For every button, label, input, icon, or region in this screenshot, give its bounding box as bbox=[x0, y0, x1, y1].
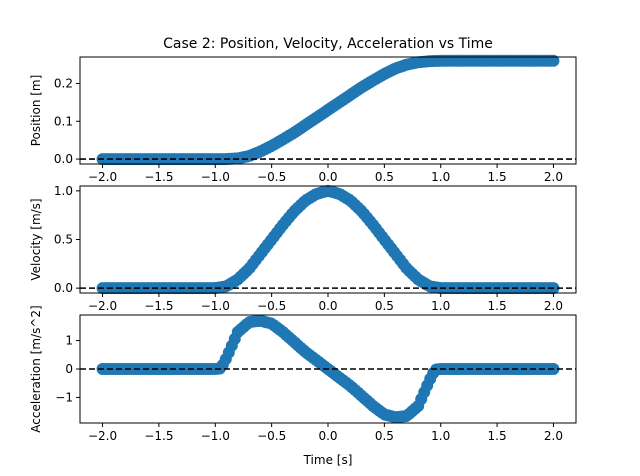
position-y-ticks: 0.0 0.1 0.2 bbox=[54, 76, 80, 166]
acceleration-y-tick-label: 0 bbox=[65, 362, 73, 376]
position-y-axis-label: Position [m] bbox=[29, 75, 43, 147]
acceleration-marks bbox=[96, 314, 560, 424]
velocity-x-tick-label: 1.5 bbox=[488, 299, 507, 313]
acceleration-x-tick-label: 1.0 bbox=[431, 429, 450, 443]
position-x-tick-label: 1.0 bbox=[431, 170, 450, 184]
velocity-x-tick-label: −1.5 bbox=[144, 299, 173, 313]
velocity-x-tick-label: 0.5 bbox=[375, 299, 394, 313]
velocity-x-ticks: −2.0 −1.5 −1.0 −0.5 0.0 0.5 1.0 1.5 2.0 bbox=[88, 293, 563, 313]
velocity-x-tick-label: −2.0 bbox=[88, 299, 117, 313]
position-x-tick-label: −1.0 bbox=[201, 170, 230, 184]
position-x-tick-label: 0.5 bbox=[375, 170, 394, 184]
position-x-tick-label: 0.0 bbox=[318, 170, 337, 184]
position-y-tick-label: 0.1 bbox=[54, 114, 73, 128]
acceleration-x-tick-label: 0.0 bbox=[318, 429, 337, 443]
velocity-y-ticks: 0.0 0.5 1.0 bbox=[54, 184, 80, 295]
acceleration-x-tick-label: −1.5 bbox=[144, 429, 173, 443]
acceleration-x-axis-label: Time [s] bbox=[303, 453, 353, 467]
velocity-x-tick-label: −0.5 bbox=[257, 299, 286, 313]
velocity-y-tick-label: 0.5 bbox=[54, 233, 73, 247]
position-x-tick-label: 2.0 bbox=[544, 170, 563, 184]
acceleration-y-ticks: −1 0 1 bbox=[55, 334, 80, 404]
acceleration-x-tick-label: 2.0 bbox=[544, 429, 563, 443]
acceleration-x-tick-label: −1.0 bbox=[201, 429, 230, 443]
acceleration-y-axis-label: Acceleration [m/s^2] bbox=[29, 305, 43, 432]
position-marks bbox=[96, 54, 560, 166]
velocity-y-axis-label: Velocity [m/s] bbox=[29, 198, 43, 280]
velocity-x-tick-label: 1.0 bbox=[431, 299, 450, 313]
acceleration-x-tick-label: 0.5 bbox=[375, 429, 394, 443]
subplot-position: −2.0 −1.5 −1.0 −0.5 0.0 0.5 1.0 1.5 2.0 0.00.10.… bbox=[29, 54, 577, 184]
subplot-acceleration: −2.0 −1.5 −1.0 −0.5 0.0 0.5 1.0 1.5 2.0 −1 0 1 Acc… bbox=[29, 305, 577, 467]
position-x-tick-label: 1.5 bbox=[488, 170, 507, 184]
acceleration-x-tick-label: 1.5 bbox=[488, 429, 507, 443]
acceleration-x-tick-label: −0.5 bbox=[257, 429, 286, 443]
velocity-x-tick-label: 2.0 bbox=[544, 299, 563, 313]
velocity-y-tick-label: 0.0 bbox=[54, 281, 73, 295]
acceleration-y-tick-label: −1 bbox=[55, 390, 73, 404]
position-data-point bbox=[547, 54, 560, 67]
position-x-tick-label: −2.0 bbox=[88, 170, 117, 184]
position-x-tick-label: −1.5 bbox=[144, 170, 173, 184]
position-x-ticks: −2.0 −1.5 −1.0 −0.5 0.0 0.5 1.0 1.5 2.0 bbox=[88, 164, 563, 184]
velocity-x-tick-label: −1.0 bbox=[201, 299, 230, 313]
velocity-y-tick-label: 1.0 bbox=[54, 184, 73, 198]
subplot-velocity: −2.0 −1.5 −1.0 −0.5 0.0 0.5 1.0 1.5 2.0 0.0 0.5 1.… bbox=[29, 184, 577, 313]
acceleration-y-tick-label: 1 bbox=[65, 334, 73, 348]
acceleration-x-tick-label: −2.0 bbox=[88, 429, 117, 443]
position-x-tick-label: −0.5 bbox=[257, 170, 286, 184]
position-y-tick-label: 0.0 bbox=[54, 152, 73, 166]
position-y-tick-label: 0.2 bbox=[54, 76, 73, 90]
acceleration-x-ticks: −2.0 −1.5 −1.0 −0.5 0.0 0.5 1.0 1.5 2.0 bbox=[88, 423, 563, 443]
velocity-x-tick-label: 0.0 bbox=[318, 299, 337, 313]
chart-title: Case 2: Position, Velocity, Acceleration… bbox=[163, 36, 493, 52]
